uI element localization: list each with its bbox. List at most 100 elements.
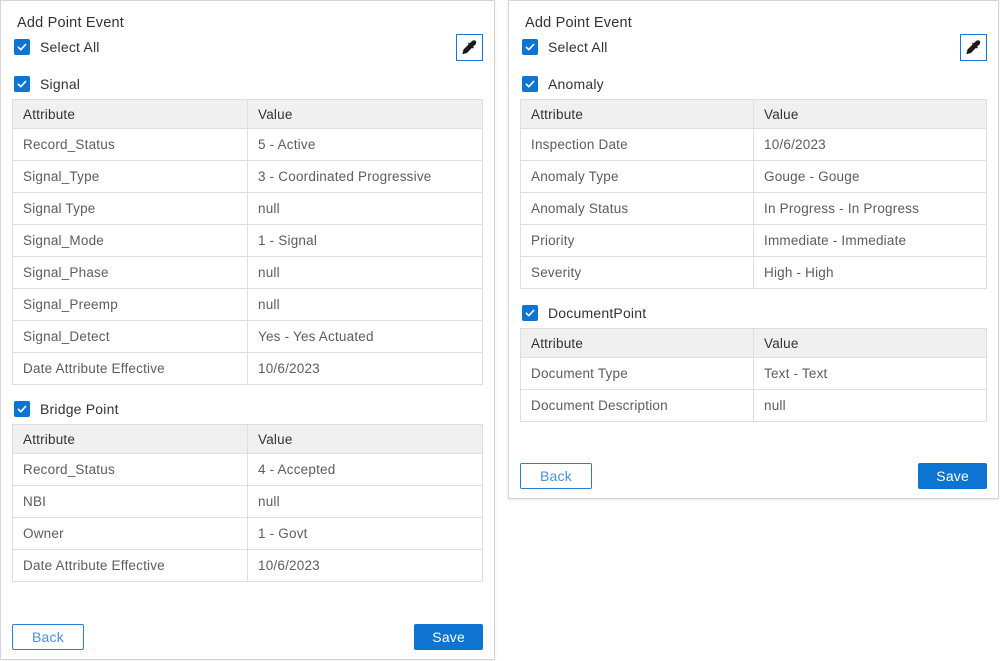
table-row: Signal_Detect Yes - Yes Actuated (12, 320, 483, 353)
group-row-anomaly: Anomaly (522, 76, 987, 92)
table-row: Severity High - High (520, 256, 987, 289)
bridge-point-checkbox[interactable] (14, 401, 30, 417)
page-title: Add Point Event (525, 15, 632, 31)
page-title: Add Point Event (17, 15, 124, 31)
table-row: Inspection Date 10/6/2023 (520, 128, 987, 161)
documentpoint-checkbox[interactable] (522, 305, 538, 321)
attribute-cell: Document Description (520, 389, 754, 422)
table-row: Date Attribute Effective 10/6/2023 (12, 352, 483, 385)
select-all-label: Select All (40, 39, 100, 55)
group-row-signal: Signal (14, 76, 483, 92)
check-icon (525, 309, 535, 317)
table-row: Signal_Phase null (12, 256, 483, 289)
value-cell: 10/6/2023 (247, 549, 483, 582)
select-all-checkbox[interactable] (14, 39, 30, 55)
save-button[interactable]: Save (918, 463, 987, 489)
value-cell: 1 - Govt (247, 517, 483, 550)
attribute-cell: Signal_Detect (12, 320, 248, 353)
eyedropper-icon (462, 40, 477, 55)
group-row-bridge-point: Bridge Point (14, 401, 483, 417)
table-header-row: Attribute Value (520, 328, 987, 358)
attribute-cell: Signal_Type (12, 160, 248, 193)
attribute-cell: Signal_Preemp (12, 288, 248, 321)
anomaly-attribute-table: Attribute Value Inspection Date 10/6/2023… (520, 99, 987, 289)
add-point-event-panel-right: Add Point Event Select All Anomaly Attri… (508, 0, 999, 499)
check-icon (17, 43, 27, 51)
table-row: Record_Status 4 - Accepted (12, 453, 483, 486)
signal-attribute-table: Attribute Value Record_Status 5 - Active … (12, 99, 483, 385)
value-cell: 3 - Coordinated Progressive (247, 160, 483, 193)
eyedropper-button[interactable] (456, 34, 483, 61)
attribute-cell: Date Attribute Effective (12, 352, 248, 385)
eyedropper-icon (966, 40, 981, 55)
value-column-header: Value (247, 99, 483, 129)
table-row: Record_Status 5 - Active (12, 128, 483, 161)
footer: Back Save (520, 463, 987, 489)
attribute-cell: Anomaly Status (520, 192, 754, 225)
group-row-documentpoint: DocumentPoint (522, 305, 987, 321)
group-label: Signal (40, 76, 81, 92)
anomaly-checkbox[interactable] (522, 76, 538, 92)
select-all-checkbox[interactable] (522, 39, 538, 55)
attribute-cell: Priority (520, 224, 754, 257)
bridge-point-attribute-table: Attribute Value Record_Status 4 - Accepte… (12, 424, 483, 582)
group-label: Bridge Point (40, 401, 119, 417)
group-label: Anomaly (548, 76, 604, 92)
value-cell: Text - Text (753, 357, 987, 390)
table-row: Signal Type null (12, 192, 483, 225)
value-cell: 5 - Active (247, 128, 483, 161)
attribute-cell: Record_Status (12, 453, 248, 486)
save-button[interactable]: Save (414, 624, 483, 650)
attribute-column-header: Attribute (12, 99, 248, 129)
signal-checkbox[interactable] (14, 76, 30, 92)
table-row: Priority Immediate - Immediate (520, 224, 987, 257)
select-all-row: Select All (14, 39, 483, 55)
value-cell: 10/6/2023 (753, 128, 987, 161)
table-row: Signal_Preemp null (12, 288, 483, 321)
attribute-column-header: Attribute (520, 99, 754, 129)
documentpoint-attribute-table: Attribute Value Document Type Text - Text… (520, 328, 987, 422)
value-cell: 1 - Signal (247, 224, 483, 257)
value-cell: null (753, 389, 987, 422)
value-cell: In Progress - In Progress (753, 192, 987, 225)
table-row: Document Type Text - Text (520, 357, 987, 390)
value-column-header: Value (753, 328, 987, 358)
attribute-cell: Inspection Date (520, 128, 754, 161)
attribute-cell: Owner (12, 517, 248, 550)
check-icon (17, 405, 27, 413)
value-cell: Immediate - Immediate (753, 224, 987, 257)
footer: Back Save (12, 624, 483, 650)
value-cell: 10/6/2023 (247, 352, 483, 385)
table-row: Date Attribute Effective 10/6/2023 (12, 549, 483, 582)
group-label: DocumentPoint (548, 305, 647, 321)
attribute-column-header: Attribute (520, 328, 754, 358)
value-cell: 4 - Accepted (247, 453, 483, 486)
check-icon (525, 80, 535, 88)
attribute-cell: Severity (520, 256, 754, 289)
check-icon (525, 43, 535, 51)
table-row: NBI null (12, 485, 483, 518)
table-row: Document Description null (520, 389, 987, 422)
value-cell: High - High (753, 256, 987, 289)
table-header-row: Attribute Value (520, 99, 987, 129)
attribute-cell: Document Type (520, 357, 754, 390)
table-row: Owner 1 - Govt (12, 517, 483, 550)
table-row: Anomaly Status In Progress - In Progress (520, 192, 987, 225)
attribute-cell: NBI (12, 485, 248, 518)
attribute-cell: Record_Status (12, 128, 248, 161)
attribute-cell: Signal Type (12, 192, 248, 225)
add-point-event-panel-left: Add Point Event Select All Signal Attrib… (0, 0, 495, 660)
table-row: Signal_Mode 1 - Signal (12, 224, 483, 257)
back-button[interactable]: Back (12, 624, 84, 650)
value-cell: Yes - Yes Actuated (247, 320, 483, 353)
check-icon (17, 80, 27, 88)
table-row: Anomaly Type Gouge - Gouge (520, 160, 987, 193)
back-button[interactable]: Back (520, 463, 592, 489)
attribute-cell: Signal_Phase (12, 256, 248, 289)
attribute-cell: Date Attribute Effective (12, 549, 248, 582)
value-cell: null (247, 192, 483, 225)
table-header-row: Attribute Value (12, 424, 483, 454)
eyedropper-button[interactable] (960, 34, 987, 61)
attribute-cell: Anomaly Type (520, 160, 754, 193)
